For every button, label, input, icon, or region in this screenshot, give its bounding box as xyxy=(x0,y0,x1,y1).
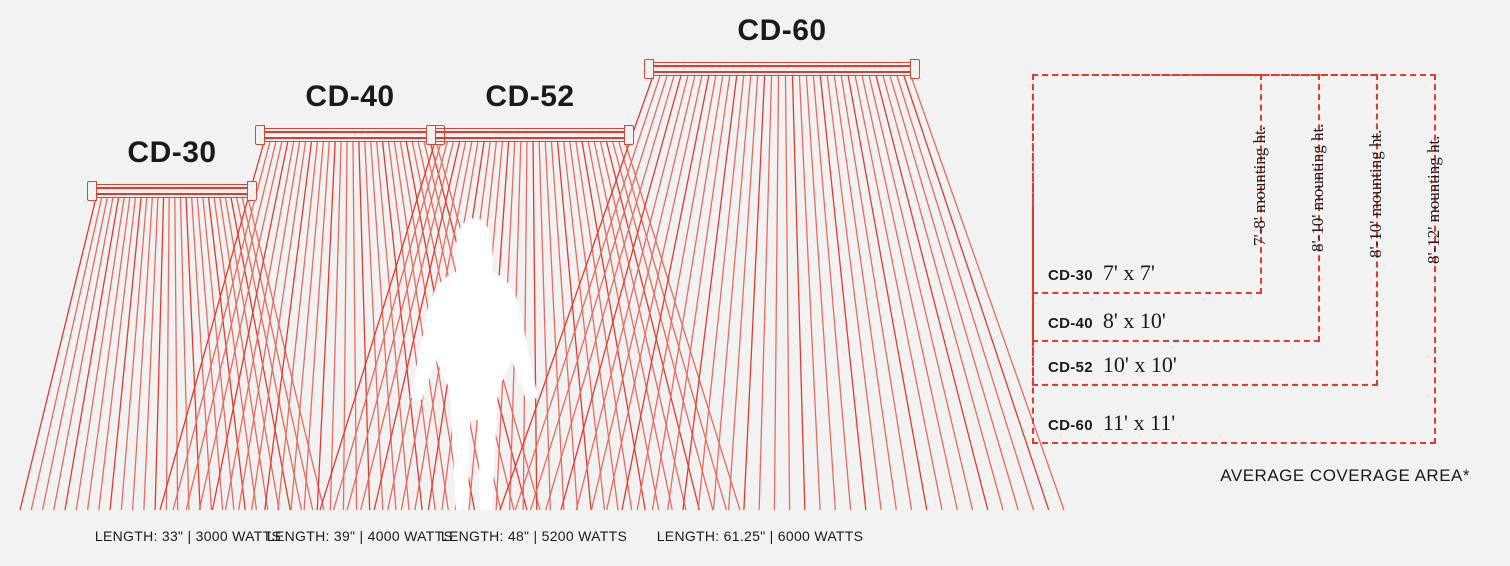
coverage-model: CD-60 xyxy=(1048,417,1093,434)
heater-label: CD-52 xyxy=(485,80,574,114)
mount-height-label: 8'-10' mounting ht. xyxy=(1308,124,1328,252)
coverage-panel: AVERAGE COVERAGE AREA* CD-6011' x 11'8'-… xyxy=(1032,74,1470,454)
coverage-model: CD-52 xyxy=(1048,359,1093,376)
heater-unit xyxy=(264,128,436,142)
mount-height-label: 7'-8' mounting ht. xyxy=(1250,126,1270,246)
coverage-dim: 11' x 11' xyxy=(1103,410,1175,436)
coverage-dim: 10' x 10' xyxy=(1103,352,1177,378)
coverage-row: CD-30 7' x 7' xyxy=(1048,260,1155,286)
heater-spec: LENGTH: 33" | 3000 WATTS xyxy=(95,528,281,544)
mount-height-label: 8'-12' mounting ht. xyxy=(1424,136,1444,264)
coverage-dim: 7' x 7' xyxy=(1103,260,1155,286)
mount-height-label: 8'-10' mounting ht. xyxy=(1366,130,1386,258)
coverage-box: CD-307' x 7'7'-8' mounting ht. xyxy=(1032,74,1262,294)
heater-spec: LENGTH: 61.25" | 6000 WATTS xyxy=(657,528,864,544)
heater-spec: LENGTH: 48" | 5200 WATTS xyxy=(441,528,627,544)
heater-unit xyxy=(96,184,248,198)
coverage-title: AVERAGE COVERAGE AREA* xyxy=(1220,466,1470,486)
heater-spec: LENGTH: 39" | 4000 WATTS xyxy=(267,528,453,544)
coverage-row: CD-60 11' x 11' xyxy=(1048,410,1175,436)
heater-unit xyxy=(653,62,911,76)
heater-label: CD-30 xyxy=(127,136,216,170)
heater-label: CD-40 xyxy=(305,80,394,114)
coverage-row: CD-40 8' x 10' xyxy=(1048,308,1166,334)
coverage-model: CD-40 xyxy=(1048,315,1093,332)
coverage-row: CD-52 10' x 10' xyxy=(1048,352,1177,378)
coverage-model: CD-30 xyxy=(1048,267,1093,284)
heater-unit xyxy=(435,128,625,142)
coverage-dim: 8' x 10' xyxy=(1103,308,1166,334)
heater-label: CD-60 xyxy=(737,14,826,48)
